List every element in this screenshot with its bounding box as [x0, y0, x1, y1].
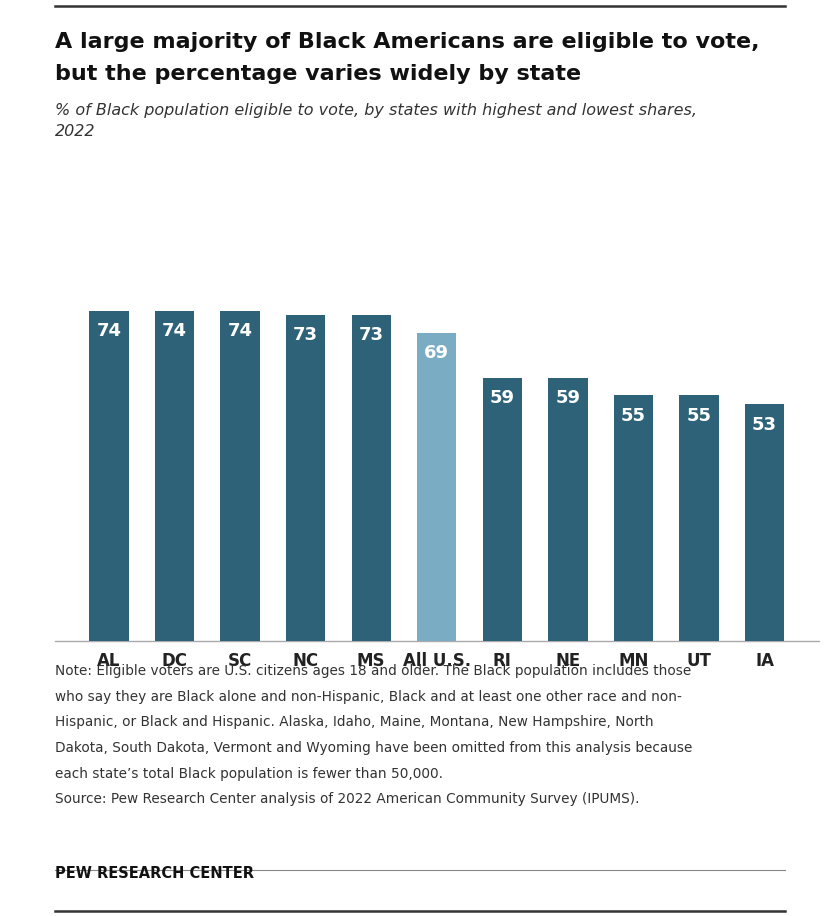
Text: 55: 55 [621, 407, 646, 425]
Text: Source: Pew Research Center analysis of 2022 American Community Survey (IPUMS).: Source: Pew Research Center analysis of … [55, 792, 639, 806]
Text: 69: 69 [424, 344, 449, 362]
Text: but the percentage varies widely by state: but the percentage varies widely by stat… [55, 64, 580, 84]
Bar [417, 333, 456, 641]
Text: 55: 55 [686, 407, 711, 425]
Bar [155, 311, 194, 641]
Text: 2022: 2022 [55, 124, 95, 138]
Text: Hispanic, or Black and Hispanic. Alaska, Idaho, Maine, Montana, New Hampshire, N: Hispanic, or Black and Hispanic. Alaska,… [55, 715, 654, 729]
Text: 53: 53 [752, 416, 777, 433]
Text: who say they are Black alone and non-Hispanic, Black and at least one other race: who say they are Black alone and non-His… [55, 690, 681, 703]
Text: 59: 59 [555, 388, 580, 407]
Text: A large majority of Black Americans are eligible to vote,: A large majority of Black Americans are … [55, 32, 759, 52]
Text: each state’s total Black population is fewer than 50,000.: each state’s total Black population is f… [55, 767, 443, 780]
Text: 59: 59 [490, 388, 515, 407]
Text: 73: 73 [359, 326, 384, 344]
Bar [352, 315, 391, 641]
Text: Dakota, South Dakota, Vermont and Wyoming have been omitted from this analysis b: Dakota, South Dakota, Vermont and Wyomin… [55, 741, 692, 755]
Text: Note: Eligible voters are U.S. citizens ages 18 and older. The Black population : Note: Eligible voters are U.S. citizens … [55, 664, 690, 678]
Bar [614, 396, 654, 641]
Bar [549, 377, 588, 641]
Bar [680, 396, 719, 641]
Text: 74: 74 [228, 322, 253, 340]
Bar [89, 311, 129, 641]
Text: % of Black population eligible to vote, by states with highest and lowest shares: % of Black population eligible to vote, … [55, 103, 696, 117]
Bar [745, 404, 785, 641]
Text: 74: 74 [162, 322, 187, 340]
Bar [286, 315, 325, 641]
Text: 74: 74 [97, 322, 122, 340]
Text: PEW RESEARCH CENTER: PEW RESEARCH CENTER [55, 866, 254, 880]
Text: 73: 73 [293, 326, 318, 344]
Bar [483, 377, 522, 641]
Bar [220, 311, 260, 641]
